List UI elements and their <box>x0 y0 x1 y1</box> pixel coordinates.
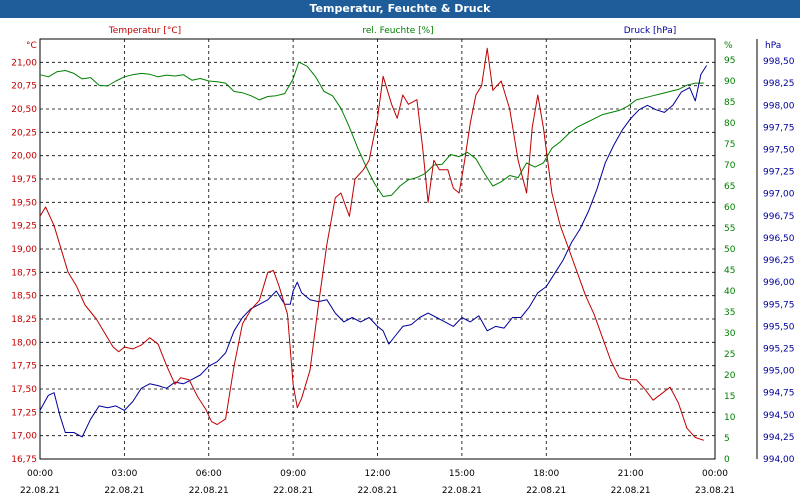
y-tick-temperature: 20,00 <box>11 152 37 162</box>
y-tick-temperature: 19,75 <box>11 175 37 185</box>
temperature-unit: °C <box>26 41 37 51</box>
y-tick-temperature: 19,25 <box>11 222 37 232</box>
temperature-line <box>39 47 704 441</box>
y-tick-humidity: 5 <box>724 434 730 444</box>
temperature-legend: Temperatur [°C] <box>108 26 181 36</box>
y-tick-temperature: 21,00 <box>11 58 37 68</box>
y-tick-pressure: 994,75 <box>763 389 795 399</box>
pressure-legend: Druck [hPa] <box>624 26 677 36</box>
x-tick-date: 22.08.21 <box>442 486 482 496</box>
y-tick-temperature: 20,25 <box>11 128 37 138</box>
y-tick-humidity: 45 <box>724 266 735 276</box>
y-tick-pressure: 997,75 <box>763 123 795 133</box>
y-tick-humidity: 30 <box>724 329 736 339</box>
y-tick-humidity: 20 <box>724 371 736 381</box>
y-tick-humidity: 0 <box>724 455 730 465</box>
x-tick-time: 03:00 <box>111 469 137 479</box>
y-tick-humidity: 55 <box>724 224 735 234</box>
y-tick-pressure: 997,50 <box>763 146 795 156</box>
x-tick-date: 22.08.21 <box>526 486 566 496</box>
x-tick-time: 12:00 <box>365 469 391 479</box>
x-tick-time: 15:00 <box>449 469 475 479</box>
y-tick-temperature: 19,00 <box>11 245 37 255</box>
y-tick-pressure: 996,25 <box>763 256 795 266</box>
pressure-unit: hPa <box>765 41 781 51</box>
chart-canvas: 00:00 22.08.21 03:00 22.08.21 06:00 22.08.21 0… <box>11 26 795 496</box>
y-tick-humidity: 60 <box>724 203 736 213</box>
y-tick-humidity: 35 <box>724 308 735 318</box>
x-tick-time: 09:00 <box>280 469 306 479</box>
y-tick-pressure: 995,50 <box>763 322 795 332</box>
y-tick-temperature: 17,50 <box>11 385 37 395</box>
x-tick-date: 22.08.21 <box>20 486 60 496</box>
series-lines <box>39 47 708 441</box>
x-tick-time: 18:00 <box>533 469 559 479</box>
y-tick-pressure: 994,50 <box>763 411 795 421</box>
x-tick-time: 00:00 <box>702 469 728 479</box>
y-tick-temperature: 18,00 <box>11 338 37 348</box>
y-tick-temperature: 20,50 <box>11 105 37 115</box>
x-tick-date: 22.08.21 <box>611 486 651 496</box>
y-tick-pressure: 998,50 <box>763 57 795 67</box>
y-tick-humidity: 15 <box>724 392 735 402</box>
x-tick-date: 23.08.21 <box>695 486 735 496</box>
y-tick-humidity: 25 <box>724 350 735 360</box>
y-tick-temperature: 17,75 <box>11 362 37 372</box>
x-tick-date: 22.08.21 <box>189 486 229 496</box>
y-tick-pressure: 996,75 <box>763 212 795 222</box>
y-tick-pressure: 994,00 <box>763 455 795 465</box>
y-tick-humidity: 65 <box>724 182 735 192</box>
y-tick-pressure: 995,00 <box>763 367 795 377</box>
x-tick-date: 22.08.21 <box>104 486 144 496</box>
x-tick-time: 00:00 <box>27 469 53 479</box>
axis-labels: 00:00 22.08.21 03:00 22.08.21 06:00 22.08.21 0… <box>11 26 795 496</box>
y-tick-temperature: 17,00 <box>11 432 37 442</box>
y-tick-pressure: 997,00 <box>763 190 795 200</box>
humidity-unit: % <box>724 41 733 51</box>
y-tick-pressure: 996,00 <box>763 278 795 288</box>
humidity-line <box>39 61 704 197</box>
y-tick-temperature: 17,25 <box>11 408 37 418</box>
humidity-legend: rel. Feuchte [%] <box>362 26 433 36</box>
x-tick-date: 22.08.21 <box>357 486 397 496</box>
y-tick-humidity: 80 <box>724 119 736 129</box>
y-tick-pressure: 995,25 <box>763 344 795 354</box>
x-tick-time: 21:00 <box>618 469 644 479</box>
x-tick-time: 06:00 <box>196 469 222 479</box>
y-tick-pressure: 996,50 <box>763 234 795 244</box>
y-tick-humidity: 10 <box>724 413 736 423</box>
y-tick-humidity: 75 <box>724 140 735 150</box>
grid-lines <box>39 38 758 460</box>
y-tick-pressure: 998,00 <box>763 101 795 111</box>
y-tick-pressure: 998,25 <box>763 79 795 89</box>
y-tick-temperature: 16,75 <box>11 455 37 465</box>
y-tick-humidity: 95 <box>724 56 735 66</box>
pressure-line <box>39 65 708 438</box>
y-tick-temperature: 18,50 <box>11 292 37 302</box>
y-tick-humidity: 90 <box>724 77 736 87</box>
y-tick-humidity: 85 <box>724 98 735 108</box>
y-tick-humidity: 40 <box>724 287 736 297</box>
y-tick-temperature: 18,25 <box>11 315 37 325</box>
y-tick-humidity: 70 <box>724 161 736 171</box>
y-tick-temperature: 19,50 <box>11 198 37 208</box>
y-tick-pressure: 994,25 <box>763 433 795 443</box>
y-tick-humidity: 50 <box>724 245 736 255</box>
chart-title: Temperatur, Feuchte & Druck <box>0 0 800 18</box>
y-tick-pressure: 995,75 <box>763 300 795 310</box>
y-tick-pressure: 997,25 <box>763 168 795 178</box>
y-tick-temperature: 20,75 <box>11 82 37 92</box>
x-tick-date: 22.08.21 <box>273 486 313 496</box>
y-tick-temperature: 18,75 <box>11 268 37 278</box>
